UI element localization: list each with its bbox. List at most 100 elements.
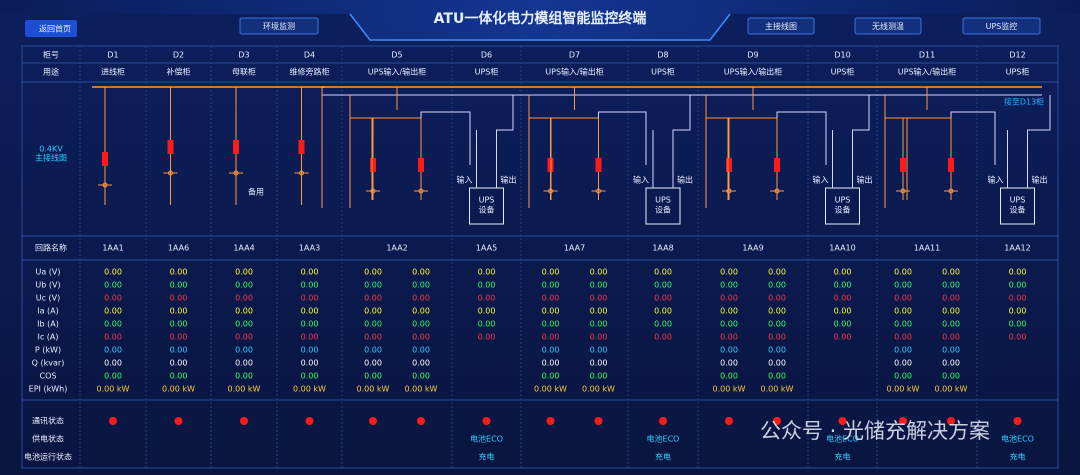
metric-value: 0.00 xyxy=(768,359,786,368)
comm-status xyxy=(240,417,248,425)
metric-value: 0.00 xyxy=(364,359,382,368)
cabinet-usage: 母联柜 xyxy=(232,67,256,77)
metric-value: 0.00 xyxy=(364,294,382,303)
row-label: EPI (kWh) xyxy=(29,385,68,394)
metric-value: 0.00 xyxy=(1009,307,1027,316)
metric-value: 0.00 xyxy=(590,333,608,342)
comm-status xyxy=(482,417,491,425)
ups-in-label: 输入 xyxy=(633,175,649,185)
metric-value: 0.00 xyxy=(720,281,738,290)
breaker xyxy=(726,158,732,172)
table-frame xyxy=(21,45,1059,469)
metric-value: 0.00 xyxy=(170,268,188,277)
ups-box xyxy=(1000,187,1035,225)
metric-value: 0.00 xyxy=(478,333,496,342)
tab-button[interactable] xyxy=(962,17,1041,35)
status-label: 电池运行状态 xyxy=(24,452,72,462)
metric-value: 0.00 kW xyxy=(357,385,390,394)
metric-value: 0.00 xyxy=(542,320,560,329)
loop xyxy=(528,87,599,208)
metric-value: 0.00 xyxy=(834,294,852,303)
metric-value: 0.00 xyxy=(170,320,188,329)
ups-wire xyxy=(476,95,514,188)
row-label: COS xyxy=(40,372,57,381)
breaker xyxy=(595,158,602,172)
ups-link xyxy=(950,111,996,165)
tab-button[interactable] xyxy=(239,17,319,35)
ups-out-label: 输出 xyxy=(677,175,693,185)
circuit-name: 1AA9 xyxy=(742,244,763,253)
back-button[interactable] xyxy=(25,20,77,37)
power-status: 电池ECO xyxy=(647,434,680,444)
diagram-label: 主接线图 xyxy=(35,153,67,163)
metric-value: 0.00 xyxy=(654,294,672,303)
metric-value: 0.00 xyxy=(942,307,960,316)
metric-value: 0.00 xyxy=(720,359,738,368)
tab-button[interactable] xyxy=(747,17,815,35)
tab-button[interactable] xyxy=(854,17,922,35)
metric-value: 0.00 xyxy=(364,372,382,381)
tab-label[interactable]: 环境监测 xyxy=(263,21,295,31)
metric-value: 0.00 xyxy=(654,333,672,342)
circuit-name: 1AA2 xyxy=(386,244,407,253)
metric-value: 0.00 xyxy=(170,372,188,381)
power-status: 电池ECO xyxy=(826,434,859,444)
comm-status xyxy=(369,417,377,425)
comm-status xyxy=(1013,417,1022,425)
metric-value: 0.00 xyxy=(590,346,608,355)
metric-value: 0.00 xyxy=(542,268,560,277)
row-label: Ic (A) xyxy=(37,333,58,342)
metric-value: 0.00 xyxy=(301,333,319,342)
cabinet-usage: UPS输入/输出柜 xyxy=(368,67,426,77)
metric-value: 0.00 xyxy=(542,294,560,303)
tab-label[interactable]: UPS监控 xyxy=(986,21,1018,31)
metric-value: 0.00 xyxy=(720,307,738,316)
metric-value: 0.00 xyxy=(170,359,188,368)
metric-value: 0.00 xyxy=(170,294,188,303)
metric-value: 0.00 xyxy=(235,333,253,342)
cabinet-usage: UPS柜 xyxy=(651,67,675,77)
metric-value: 0.00 xyxy=(720,333,738,342)
metric-value: 0.00 xyxy=(364,268,382,277)
status-label: 通讯状态 xyxy=(32,416,64,426)
metric-value: 0.00 xyxy=(942,359,960,368)
breaker xyxy=(167,140,174,154)
back-button-label[interactable]: 返回首页 xyxy=(39,24,71,34)
metric-value: 0.00 xyxy=(542,359,560,368)
circuit-name: 1AA8 xyxy=(652,244,673,253)
ups-box-label: 设备 xyxy=(835,205,851,215)
cabinet-usage: UPS柜 xyxy=(831,67,855,77)
metric-value: 0.00 xyxy=(834,320,852,329)
circuit-name: 1AA7 xyxy=(564,244,585,253)
metric-value: 0.00 kW xyxy=(935,385,968,394)
tab-label[interactable]: 主接线图 xyxy=(765,21,797,31)
battery-status: 充电 xyxy=(1010,452,1026,462)
cabinet-id: D1 xyxy=(107,51,118,60)
header-label: 柜号 xyxy=(43,50,59,60)
metric-value: 0.00 xyxy=(235,294,253,303)
watermark: 公众号 · 光储充解决方案 xyxy=(760,419,990,443)
metric-value: 0.00 xyxy=(590,294,608,303)
ct xyxy=(370,188,376,194)
ups-box xyxy=(469,187,504,225)
ct xyxy=(233,170,239,176)
metric-value: 0.00 xyxy=(894,281,912,290)
metric-value: 0.00 xyxy=(768,320,786,329)
cabinet-usage: UPS柜 xyxy=(1006,67,1030,77)
cabinet-usage: 补偿柜 xyxy=(167,67,191,77)
metric-value: 0.00 xyxy=(720,346,738,355)
metric-value: 0.00 xyxy=(768,333,786,342)
metric-value: 0.00 xyxy=(104,320,122,329)
breaker xyxy=(418,158,424,172)
metric-value: 0.00 xyxy=(942,346,960,355)
metric-value: 0.00 xyxy=(1009,281,1027,290)
cabinet-id: D2 xyxy=(173,51,184,60)
metric-value: 0.00 xyxy=(412,268,430,277)
ups-box-label: 设备 xyxy=(655,205,671,215)
bus-note: 接至D13柜 xyxy=(1004,97,1044,107)
tab-label[interactable]: 无线测温 xyxy=(872,21,904,31)
circuit-name: 1AA4 xyxy=(233,244,254,253)
ups-box-label: UPS xyxy=(835,196,851,205)
metric-value: 0.00 xyxy=(412,281,430,290)
